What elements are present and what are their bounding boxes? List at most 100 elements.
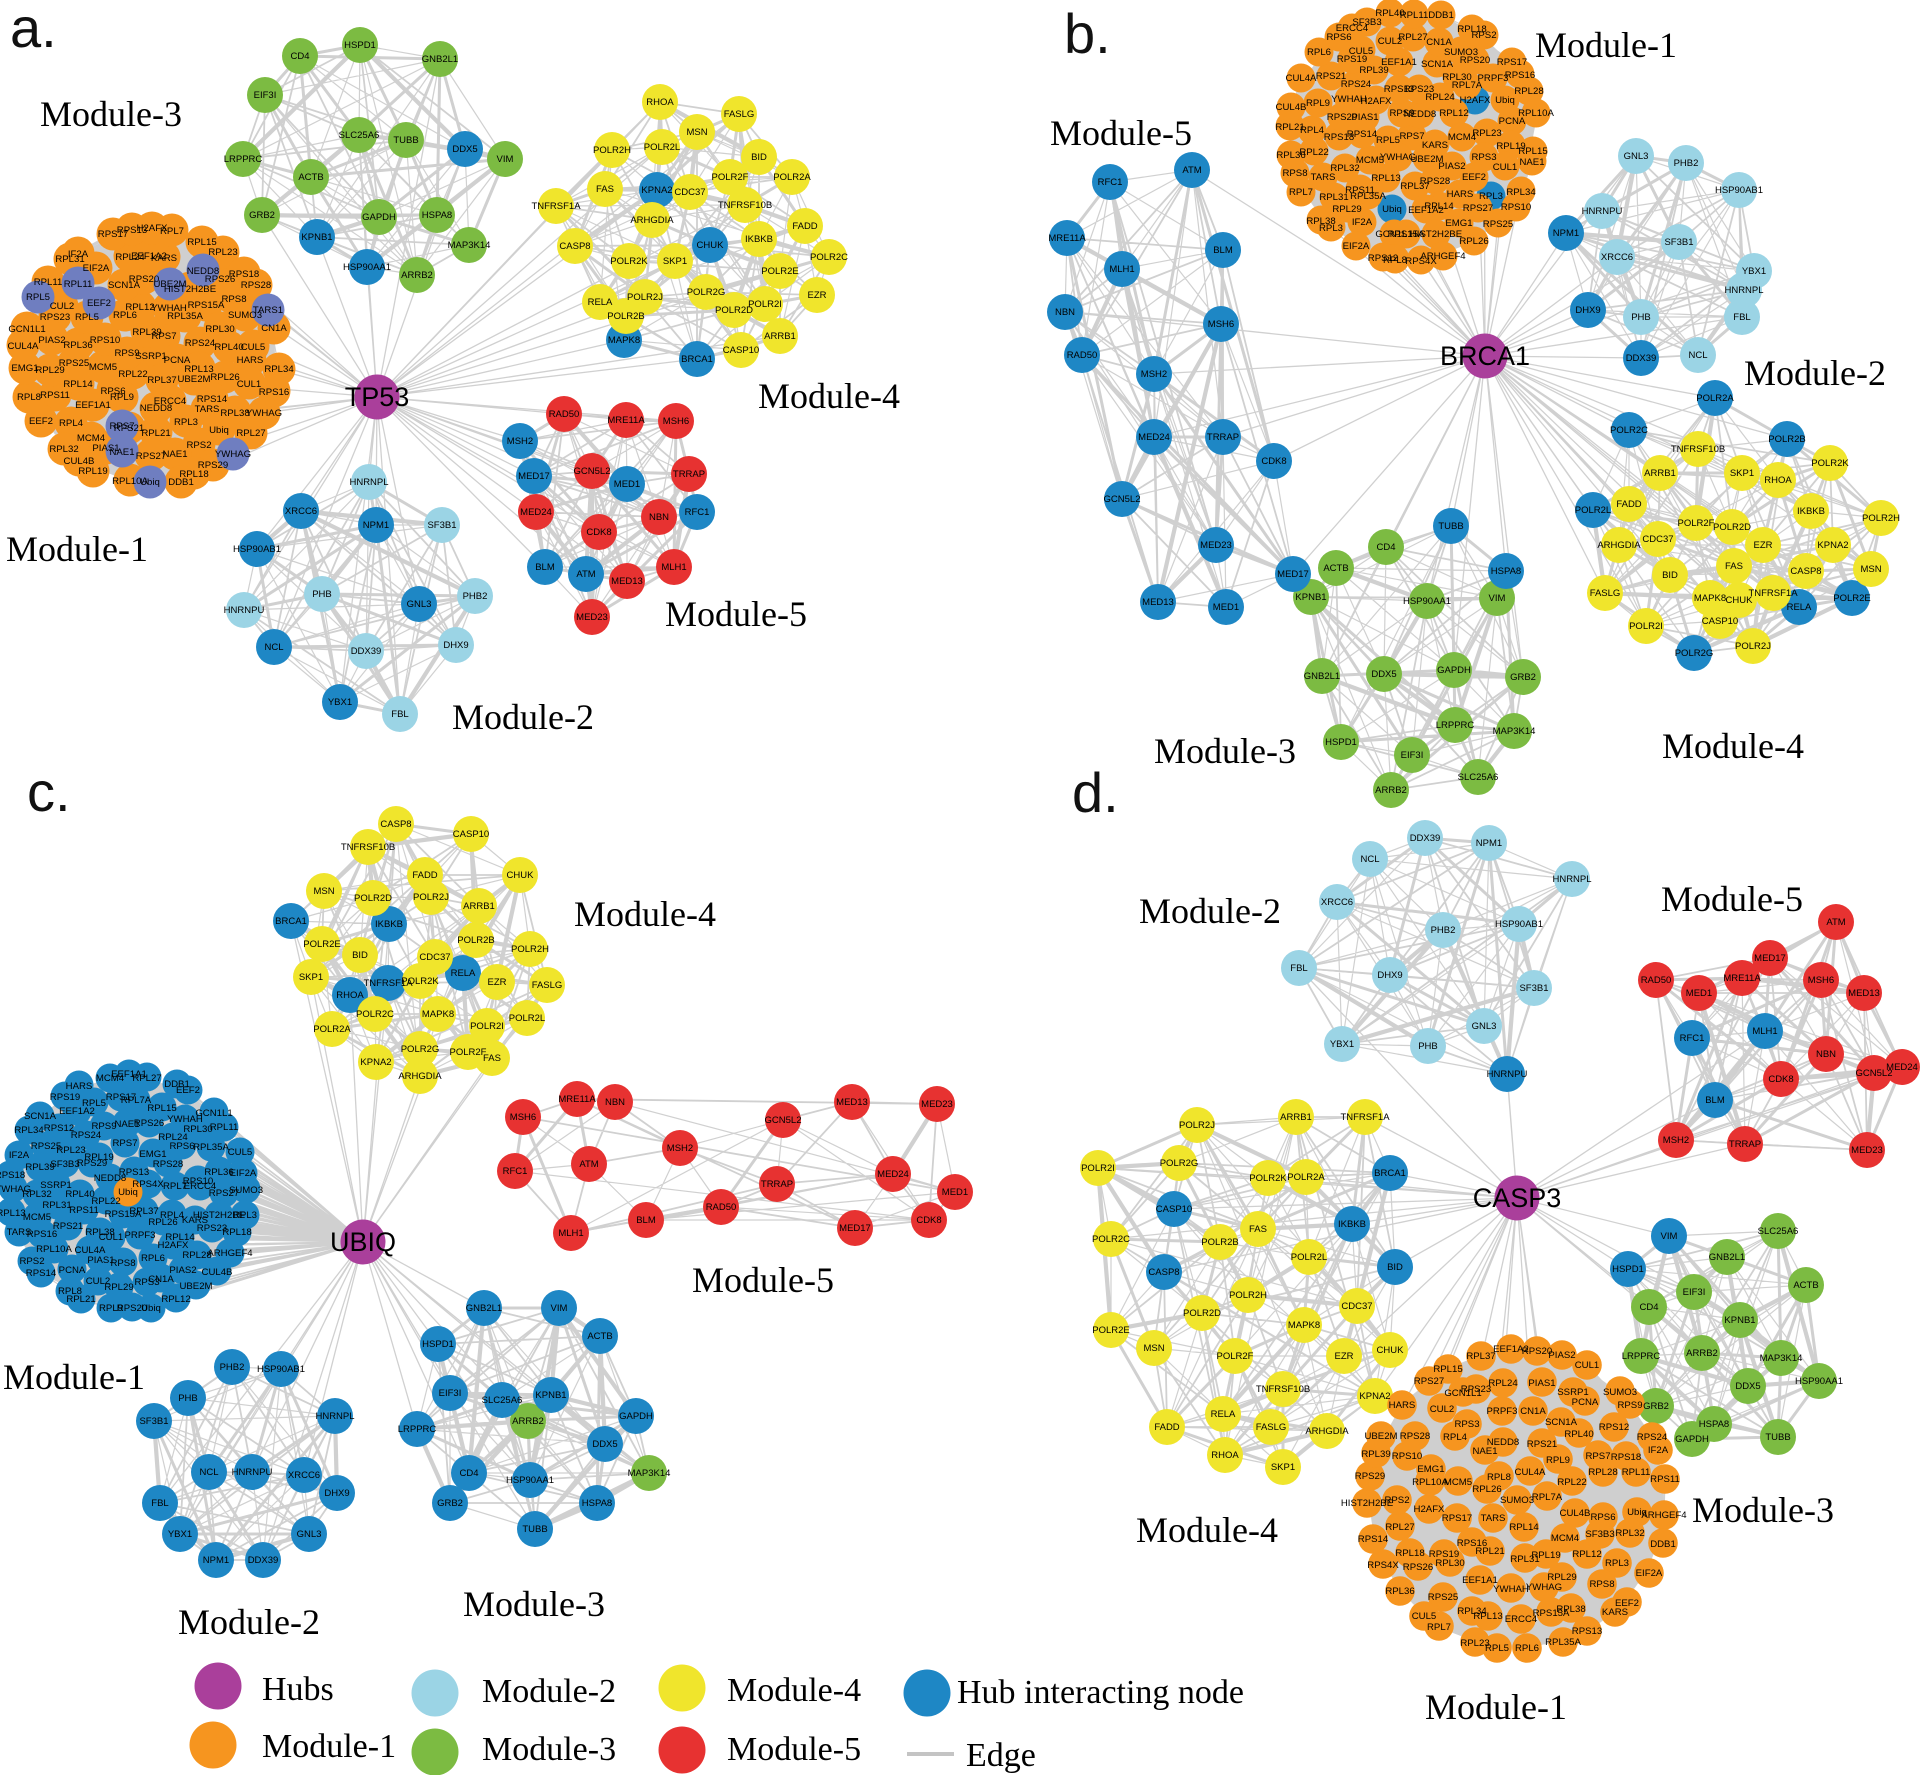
svg-text:PCNA: PCNA: [1499, 116, 1526, 127]
svg-text:CASP10: CASP10: [453, 829, 489, 840]
svg-text:ARRB2: ARRB2: [1686, 1348, 1718, 1359]
svg-text:RPL13: RPL13: [1473, 1611, 1502, 1622]
svg-text:RHOA: RHOA: [1211, 1450, 1239, 1461]
svg-text:a.: a.: [10, 0, 57, 59]
svg-text:ERCC4: ERCC4: [1505, 1614, 1538, 1625]
svg-text:HSP90AB1: HSP90AB1: [1495, 919, 1543, 930]
svg-text:Module-2: Module-2: [452, 697, 594, 737]
svg-text:RPL38: RPL38: [220, 408, 249, 419]
svg-text:RPL21: RPL21: [66, 1294, 95, 1305]
svg-text:ATM: ATM: [576, 569, 595, 580]
svg-text:VIM: VIM: [551, 1303, 568, 1314]
svg-text:RPL4: RPL4: [1300, 125, 1325, 136]
svg-text:FADD: FADD: [412, 870, 437, 881]
svg-text:RPS14: RPS14: [1347, 129, 1378, 140]
svg-text:MED13: MED13: [836, 1097, 868, 1108]
svg-text:RPS23: RPS23: [197, 1223, 227, 1234]
svg-text:POLR2F: POLR2F: [1678, 518, 1715, 529]
svg-text:POLR2L: POLR2L: [509, 1013, 545, 1024]
svg-text:POLR2D: POLR2D: [1713, 522, 1751, 533]
svg-text:GCN5L2: GCN5L2: [1856, 1068, 1893, 1079]
svg-text:POLR2D: POLR2D: [1183, 1308, 1221, 1319]
svg-text:SKP1: SKP1: [1730, 468, 1754, 479]
svg-text:BLM: BLM: [535, 562, 555, 573]
svg-text:Module-5: Module-5: [692, 1260, 834, 1300]
svg-text:RPL5: RPL5: [82, 1098, 106, 1109]
svg-text:CASP8: CASP8: [559, 241, 590, 252]
svg-text:RPS13: RPS13: [117, 225, 147, 236]
svg-text:RHOA: RHOA: [336, 990, 364, 1001]
svg-text:ARHGDIA: ARHGDIA: [1597, 540, 1641, 551]
svg-text:RPS16: RPS16: [1457, 1538, 1487, 1549]
svg-text:CUL4B: CUL4B: [1276, 102, 1307, 113]
svg-text:BLM: BLM: [1705, 1095, 1725, 1106]
svg-text:RPL14: RPL14: [165, 1232, 195, 1243]
svg-text:FASLG: FASLG: [532, 980, 563, 991]
svg-text:RPL30: RPL30: [183, 1124, 212, 1135]
svg-text:RPL7: RPL7: [1289, 187, 1313, 198]
svg-text:RPL40: RPL40: [1564, 1429, 1593, 1440]
svg-text:MED23: MED23: [921, 1099, 953, 1110]
svg-text:Ubiq: Ubiq: [209, 425, 229, 436]
svg-text:KPNB1: KPNB1: [535, 1390, 566, 1401]
svg-text:MAP3K14: MAP3K14: [1760, 1353, 1803, 1364]
svg-text:RPL35A: RPL35A: [167, 311, 203, 322]
svg-text:ARHGEF4: ARHGEF4: [1641, 1510, 1687, 1521]
svg-text:NCL: NCL: [199, 1467, 218, 1478]
svg-text:RPS28: RPS28: [1420, 176, 1450, 187]
svg-text:RELA: RELA: [1211, 1409, 1236, 1420]
svg-text:SF3B1: SF3B1: [139, 1416, 168, 1427]
svg-text:UBE2M: UBE2M: [153, 279, 186, 290]
svg-text:RPS20: RPS20: [1522, 1346, 1552, 1357]
svg-text:RFC1: RFC1: [1680, 1033, 1705, 1044]
svg-text:MED23: MED23: [1200, 540, 1232, 551]
svg-text:Edge: Edge: [966, 1737, 1036, 1774]
svg-text:EMG1: EMG1: [1417, 1464, 1444, 1475]
svg-text:BRCA1: BRCA1: [1440, 341, 1530, 371]
svg-text:RPS3: RPS3: [134, 1277, 159, 1288]
svg-text:RPL39: RPL39: [132, 327, 161, 338]
svg-text:HSPD1: HSPD1: [344, 40, 376, 51]
svg-text:POLR2J: POLR2J: [627, 292, 663, 303]
svg-text:RPL38: RPL38: [1556, 1604, 1585, 1615]
svg-text:HSP90AB1: HSP90AB1: [1715, 185, 1763, 196]
svg-text:RPL26: RPL26: [210, 372, 239, 383]
svg-text:Module-5: Module-5: [665, 594, 807, 634]
svg-text:CUL2: CUL2: [50, 301, 75, 312]
svg-text:RPS12: RPS12: [1368, 253, 1398, 264]
svg-text:ATM: ATM: [1826, 917, 1845, 928]
svg-text:RPL24: RPL24: [1488, 1378, 1518, 1389]
svg-text:RPS3: RPS3: [1454, 1419, 1479, 1430]
svg-text:TNFRSF1A: TNFRSF1A: [363, 978, 413, 989]
svg-text:VIM: VIM: [1489, 593, 1506, 604]
svg-text:PCNA: PCNA: [164, 355, 191, 366]
svg-text:TARS1: TARS1: [253, 305, 283, 316]
svg-text:POLR2B: POLR2B: [1768, 434, 1806, 445]
svg-text:CUL5: CUL5: [1349, 46, 1374, 57]
svg-text:HSPD1: HSPD1: [1325, 737, 1357, 748]
svg-text:MCM5: MCM5: [1444, 1477, 1472, 1488]
svg-text:FBL: FBL: [391, 709, 408, 720]
svg-text:POLR2L: POLR2L: [1291, 1252, 1327, 1263]
svg-text:CHUK: CHUK: [1726, 595, 1754, 606]
svg-text:POLR2F: POLR2F: [712, 172, 749, 183]
svg-text:XRCC6: XRCC6: [1601, 252, 1633, 263]
svg-text:PIAS1: PIAS1: [87, 1255, 114, 1266]
svg-text:RPS18: RPS18: [0, 1170, 25, 1181]
svg-text:CUL5: CUL5: [1412, 1611, 1437, 1622]
svg-text:RPS16: RPS16: [1505, 70, 1535, 81]
svg-text:RPL28: RPL28: [1514, 86, 1543, 97]
svg-text:FAS: FAS: [1725, 561, 1743, 572]
svg-text:VIM: VIM: [1661, 1231, 1678, 1242]
svg-text:POLR2I: POLR2I: [1629, 621, 1663, 632]
svg-text:RPS11: RPS11: [1345, 185, 1375, 196]
svg-text:ARRB1: ARRB1: [1644, 468, 1676, 479]
svg-text:CUL1: CUL1: [1575, 1360, 1600, 1371]
svg-text:CDC37: CDC37: [674, 187, 705, 198]
svg-text:RPL7: RPL7: [160, 226, 184, 237]
svg-text:MAPK8: MAPK8: [1694, 593, 1726, 604]
svg-text:RPL22: RPL22: [91, 1196, 120, 1207]
svg-text:LRPPRC: LRPPRC: [224, 154, 263, 165]
svg-text:RPL11: RPL11: [64, 279, 93, 290]
svg-text:RPL39: RPL39: [1359, 65, 1388, 76]
